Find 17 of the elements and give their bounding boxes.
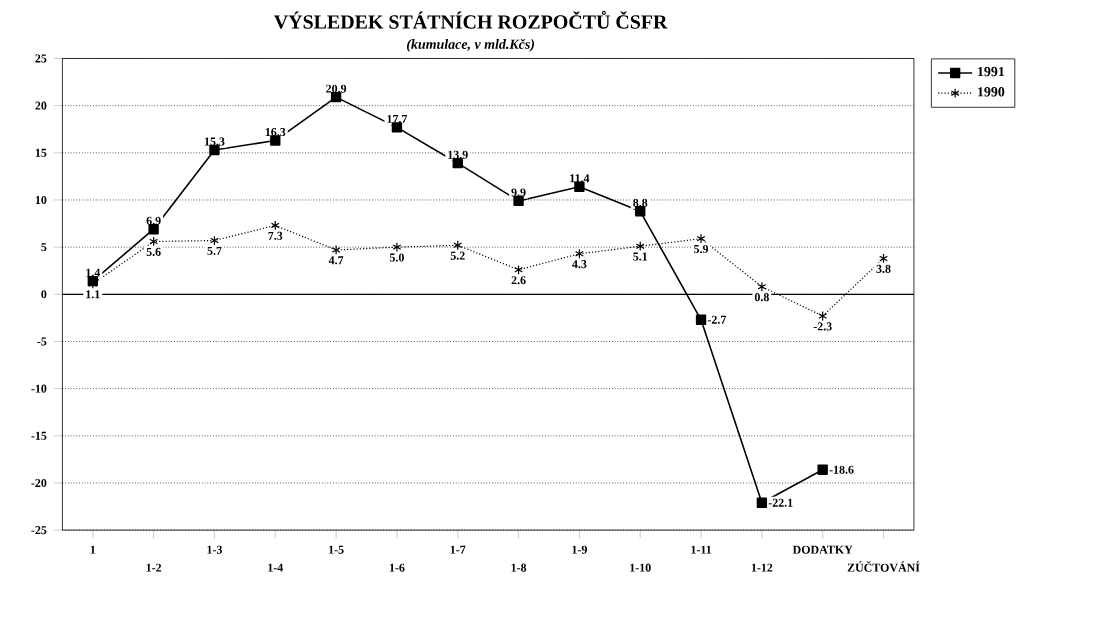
point — [817, 464, 828, 475]
point — [756, 497, 768, 508]
point — [331, 244, 341, 255]
point — [270, 220, 280, 231]
point — [210, 235, 219, 246]
point — [392, 241, 402, 252]
point — [635, 240, 645, 251]
point — [696, 233, 706, 244]
point — [514, 264, 523, 275]
chart-title: VÝSLEDEK STÁTNÍCH ROZPOČTŮ ČSFR — [274, 10, 668, 29]
point — [575, 248, 584, 259]
point — [879, 253, 888, 264]
point — [695, 314, 707, 325]
point — [818, 310, 828, 321]
point — [453, 239, 463, 250]
point — [757, 281, 767, 292]
point — [149, 236, 159, 247]
